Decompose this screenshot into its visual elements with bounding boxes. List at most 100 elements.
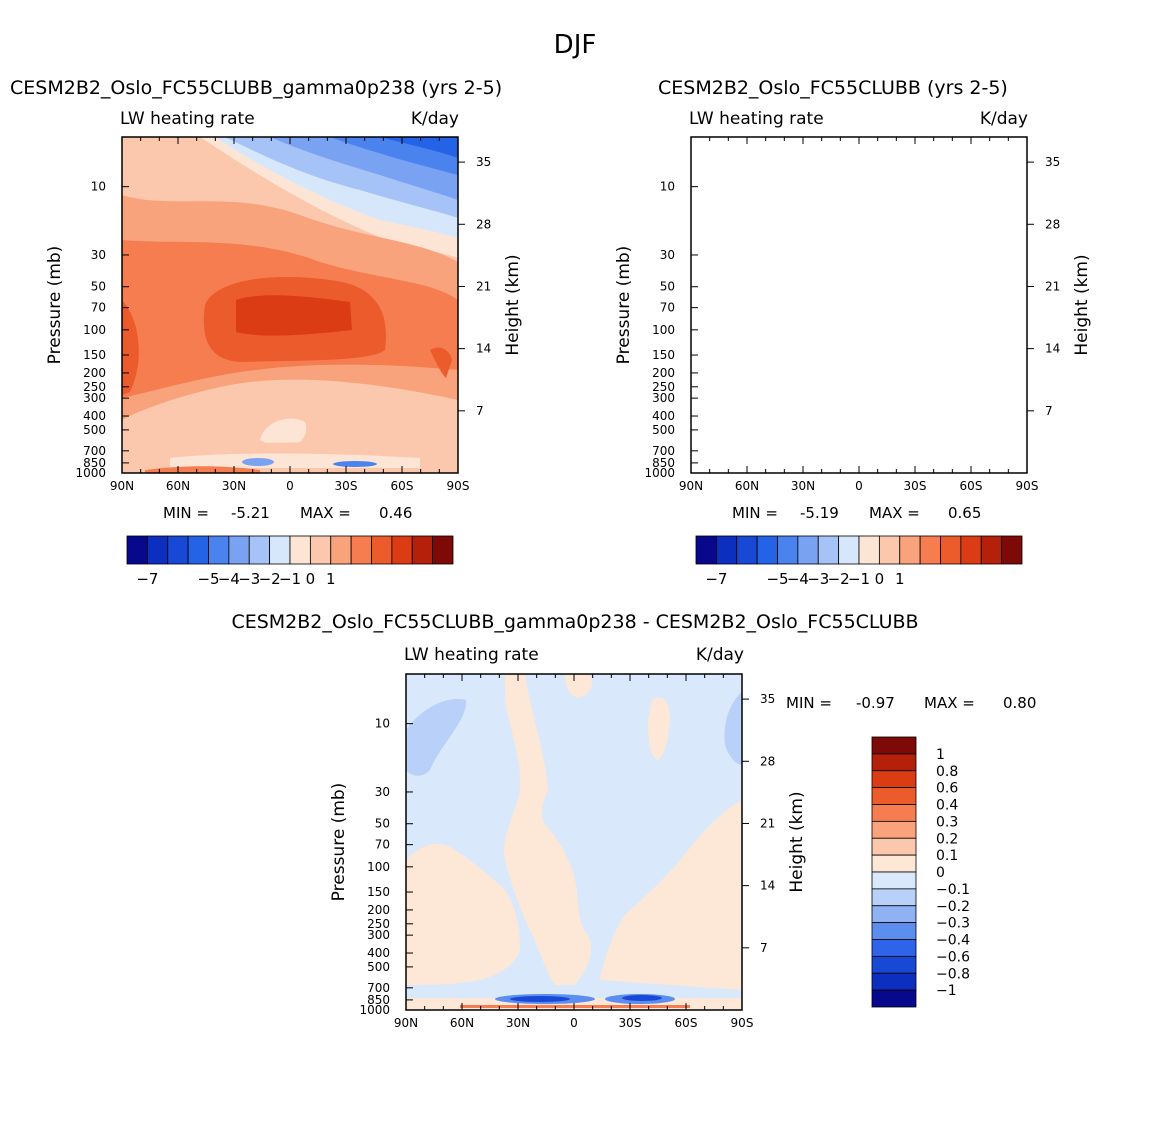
y-tick-label: 100 xyxy=(652,323,675,337)
colorbar-label: −3 xyxy=(807,570,829,588)
panel-1-max-value: 0.46 xyxy=(379,504,412,522)
colorbar-swatch xyxy=(878,535,901,565)
colorbar-swatch xyxy=(871,770,917,789)
y-tick-label: 50 xyxy=(375,817,390,831)
colorbar-swatch xyxy=(838,535,860,565)
y2-tick-label: 7 xyxy=(760,941,768,955)
panel-1-max-label: MAX = xyxy=(300,504,351,522)
x-tick-label: 90S xyxy=(1016,479,1039,493)
colorbar-swatch xyxy=(248,535,271,565)
contour-band xyxy=(813,458,841,466)
colorbar-label: 1 xyxy=(326,570,336,588)
colorbar-swatch xyxy=(871,888,917,907)
y-tick-label: 30 xyxy=(375,785,390,799)
panel-2-variable-label: LW heating rate xyxy=(689,109,824,129)
y-tick-label: 700 xyxy=(367,981,390,995)
colorbar-label: 0 xyxy=(936,865,945,881)
colorbar-swatch xyxy=(146,535,169,565)
x-tick-label: 90N xyxy=(110,479,134,493)
y-tick-label: 850 xyxy=(83,456,106,470)
contour-band xyxy=(600,800,742,990)
x-tick-label: 60S xyxy=(391,479,414,493)
panel-3-x-ticks: 90N 60N 30N 0 30S 60S 90S xyxy=(394,674,754,1030)
colorbar-swatch xyxy=(871,736,917,755)
colorbar-swatch xyxy=(432,535,454,565)
panel-2-plot-frame xyxy=(690,136,1028,474)
colorbar-swatch xyxy=(871,939,917,957)
y-tick-label: 250 xyxy=(367,917,390,931)
y-tick-label: 300 xyxy=(652,391,675,405)
colorbar-label: −1 xyxy=(848,570,870,588)
y-tick-label: 400 xyxy=(652,409,675,423)
contour-band xyxy=(691,195,1027,420)
y-tick-label: 150 xyxy=(83,348,106,362)
colorbar-label: 0.8 xyxy=(936,764,958,780)
y-tick-label: 10 xyxy=(91,180,106,194)
colorbar-swatch xyxy=(411,535,434,565)
panel-1-ylabel: Pressure (mb) xyxy=(45,246,65,365)
panel-1: CESM2B2_Oslo_FC55CLUBB_gamma0p238 (yrs 2… xyxy=(10,77,523,588)
y2-tick-label: 14 xyxy=(760,879,775,893)
colorbar-swatch xyxy=(871,820,917,839)
panel-2-x-ticks: 90N 60N 30N 0 30S 60S 90S xyxy=(679,137,1039,493)
contour-band xyxy=(510,996,570,1002)
contour-band xyxy=(565,674,592,698)
y-tick-label: 1000 xyxy=(75,466,106,480)
y-tick-label: 70 xyxy=(375,838,390,852)
colorbar-label: −0.6 xyxy=(936,949,970,965)
colorbar-label: −1 xyxy=(279,570,301,588)
panel-3-variable-label: LW heating rate xyxy=(404,645,539,665)
colorbar-swatch xyxy=(228,535,250,565)
x-tick-label: 30N xyxy=(506,1016,530,1030)
x-tick-label: 90S xyxy=(731,1016,754,1030)
contour-band xyxy=(242,458,274,466)
colorbar-swatch xyxy=(126,535,148,565)
colorbar-label: −3 xyxy=(238,570,260,588)
colorbar-swatch xyxy=(391,535,413,565)
colorbar-label: 0.6 xyxy=(936,781,958,797)
x-tick-label: 90N xyxy=(394,1016,418,1030)
y2-tick-label: 21 xyxy=(476,279,491,293)
colorbar-label: −0.1 xyxy=(936,882,970,898)
panel-3-min-value: -0.97 xyxy=(856,694,895,712)
y-tick-label: 200 xyxy=(652,366,675,380)
x-tick-label: 0 xyxy=(855,479,863,493)
contour-band xyxy=(503,674,592,985)
contour-band xyxy=(949,137,1027,158)
y-tick-label: 100 xyxy=(367,860,390,874)
x-tick-label: 30N xyxy=(791,479,815,493)
colorbar-swatch xyxy=(309,535,332,565)
panel-3-title: CESM2B2_Oslo_FC55CLUBB_gamma0p238 - CESM… xyxy=(231,611,918,633)
panel-2-title: CESM2B2_Oslo_FC55CLUBB (yrs 2-5) xyxy=(658,77,1008,99)
x-tick-label: 60N xyxy=(166,479,190,493)
x-tick-label: 90N xyxy=(679,479,703,493)
panel-1-x-ticks: 90N 60N 30N 0 30S 60S 90S xyxy=(110,137,469,493)
y2-tick-label: 28 xyxy=(476,217,491,231)
colorbar-label: 0 xyxy=(875,570,885,588)
contour-band xyxy=(691,240,1027,398)
y2-tick-label: 35 xyxy=(1045,155,1060,169)
colorbar-swatch xyxy=(960,535,982,565)
y-tick-label: 50 xyxy=(660,280,675,294)
colorbar-swatch xyxy=(736,535,758,565)
y-tick-label: 30 xyxy=(660,248,675,262)
panel-2-contour-field xyxy=(691,137,1027,473)
panel-3-units-label: K/day xyxy=(696,645,744,665)
colorbar-label: −7 xyxy=(705,570,727,588)
contour-band xyxy=(773,277,955,362)
y2-tick-label: 14 xyxy=(1045,342,1060,356)
y-tick-label: 700 xyxy=(83,444,106,458)
colorbar-label: 0.2 xyxy=(936,831,958,847)
y-tick-label: 500 xyxy=(652,423,675,437)
colorbar-swatch xyxy=(871,871,917,890)
colorbar-label: 0.1 xyxy=(936,848,958,864)
colorbar-label: −4 xyxy=(787,570,809,588)
colorbar-swatch xyxy=(695,535,717,565)
panel-1-y2label: Height (km) xyxy=(503,254,523,355)
contour-band xyxy=(145,466,260,473)
colorbar-swatch xyxy=(371,535,393,565)
panel-2-ylabel: Pressure (mb) xyxy=(614,246,634,365)
contour-band xyxy=(739,454,989,469)
panel-1-title: CESM2B2_Oslo_FC55CLUBB_gamma0p238 (yrs 2… xyxy=(10,77,502,99)
